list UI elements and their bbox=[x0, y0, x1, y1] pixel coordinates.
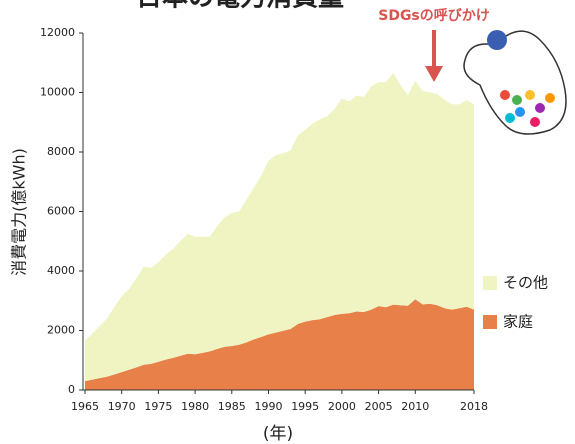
legend-swatch bbox=[483, 315, 497, 329]
y-tick-label: 6000 bbox=[47, 205, 75, 218]
x-tick-label: 1985 bbox=[218, 400, 246, 413]
x-axis-label: (年) bbox=[263, 424, 293, 444]
x-tick-label: 2010 bbox=[401, 400, 429, 413]
y-tick-label: 8000 bbox=[47, 145, 75, 158]
plot: 0 2000 4000 6000 8000 10000 12000 1965 1970 1975 1… bbox=[40, 26, 548, 413]
mascot bbox=[464, 30, 566, 134]
x-tick-label: 1965 bbox=[71, 400, 99, 413]
x-tick-label: 2018 bbox=[460, 400, 488, 413]
chart: 0 2000 4000 6000 8000 10000 12000 1965 1970 1975 1… bbox=[0, 0, 575, 444]
y-tick-label: 2000 bbox=[47, 324, 75, 337]
x-tick-label: 1980 bbox=[181, 400, 209, 413]
chart-title: 日本の電力消費量 bbox=[136, 0, 344, 13]
y-tick-label: 10000 bbox=[40, 86, 75, 99]
x-tick-label: 1970 bbox=[108, 400, 136, 413]
annotation: SDGsの呼びかけ bbox=[378, 7, 490, 24]
x-tick-label: 1995 bbox=[291, 400, 319, 413]
y-tick-label: 0 bbox=[68, 383, 75, 396]
x-tick-label: 1975 bbox=[144, 400, 172, 413]
legend-label: 家庭 bbox=[503, 313, 533, 331]
legend-swatch bbox=[483, 276, 497, 290]
arrow bbox=[425, 30, 443, 82]
legend-label: その他 bbox=[503, 274, 548, 292]
y-axis-label: 消費電力(億kWh) bbox=[10, 148, 29, 276]
x-tick-label: 2000 bbox=[328, 400, 356, 413]
x-tick-label: 1990 bbox=[254, 400, 282, 413]
y-tick-label: 4000 bbox=[47, 264, 75, 277]
y-tick-label: 12000 bbox=[40, 26, 75, 39]
x-tick-label: 2005 bbox=[365, 400, 393, 413]
